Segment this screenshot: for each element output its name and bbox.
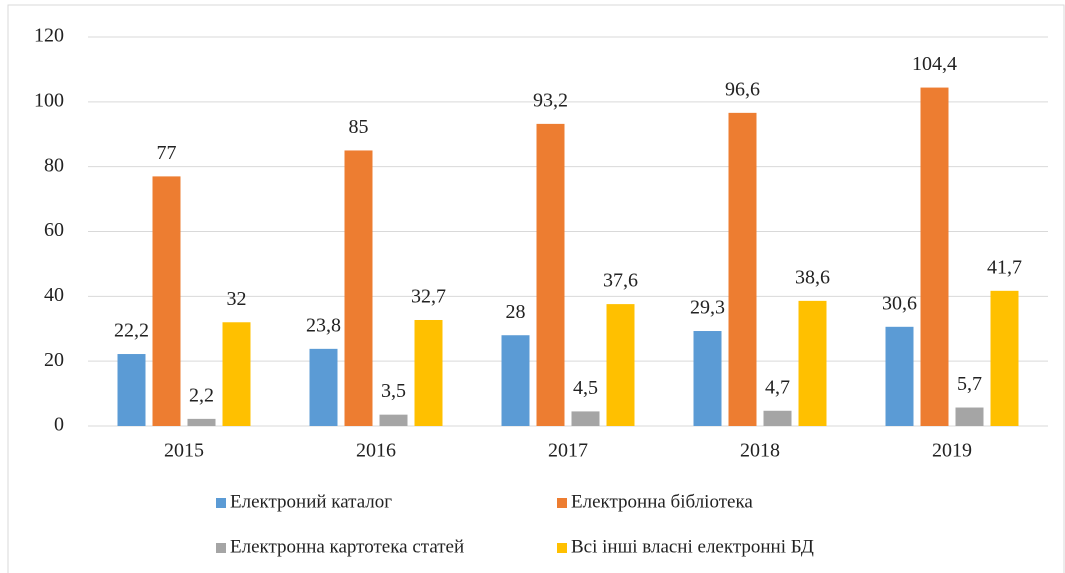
legend-swatch	[557, 498, 567, 508]
bar	[728, 112, 757, 426]
legend-swatch	[216, 543, 226, 553]
data-label: 41,7	[987, 256, 1022, 278]
legend-label: Електронна картотека статей	[230, 536, 464, 557]
bar	[798, 300, 827, 426]
y-tick-label: 40	[44, 284, 64, 306]
data-label: 23,8	[306, 314, 341, 336]
y-tick-label: 120	[34, 25, 64, 47]
bar	[379, 414, 408, 426]
legend-swatch	[216, 498, 226, 508]
data-label: 29,3	[690, 297, 725, 319]
bar	[152, 176, 181, 426]
x-tick-label: 2018	[740, 440, 780, 462]
y-tick-label: 100	[34, 89, 64, 111]
bar	[344, 150, 373, 427]
bar	[309, 348, 338, 426]
bar	[955, 407, 984, 426]
data-label: 3,5	[381, 380, 406, 402]
bar	[885, 326, 914, 426]
bar	[414, 319, 443, 426]
data-label: 22,2	[114, 320, 149, 342]
bar	[920, 87, 949, 426]
y-tick-label: 20	[44, 349, 64, 371]
data-label: 2,2	[189, 384, 214, 406]
x-tick-label: 2019	[932, 440, 972, 462]
data-label: 77	[157, 142, 177, 164]
data-label: 93,2	[533, 89, 568, 111]
data-label: 5,7	[957, 373, 982, 395]
bar	[571, 411, 600, 426]
bar	[990, 290, 1019, 426]
bar	[117, 354, 146, 426]
data-label: 32	[227, 288, 247, 310]
x-tick-label: 2017	[548, 440, 588, 462]
data-label: 37,6	[603, 270, 638, 292]
data-label: 4,7	[765, 376, 790, 398]
data-label: 38,6	[795, 266, 830, 288]
x-tick-label: 2016	[356, 440, 396, 462]
data-label: 4,5	[573, 377, 598, 399]
data-label: 96,6	[725, 78, 760, 100]
chart-border	[7, 4, 1065, 573]
legend-label: Електронна бібліотека	[571, 491, 753, 512]
bar	[501, 335, 530, 426]
bar	[606, 304, 635, 426]
legend: Електроний каталог Електронна бібліотека Е…	[216, 491, 814, 557]
legend-label: Всі інші власні електронні БД	[571, 536, 814, 557]
y-tick-label: 60	[44, 219, 64, 241]
x-tick-label: 2015	[164, 440, 204, 462]
bar	[693, 331, 722, 426]
data-label: 104,4	[912, 53, 957, 75]
legend-label: Електроний каталог	[230, 491, 392, 512]
legend-swatch	[557, 543, 567, 553]
bar	[536, 123, 565, 427]
bar	[222, 322, 251, 426]
bar	[187, 418, 216, 426]
data-label: 32,7	[411, 286, 446, 308]
data-label: 28	[506, 301, 526, 323]
data-label: 85	[349, 116, 369, 138]
y-tick-label: 80	[44, 154, 64, 176]
bar	[763, 410, 792, 426]
y-tick-label: 0	[54, 414, 64, 436]
data-label: 30,6	[882, 292, 917, 314]
